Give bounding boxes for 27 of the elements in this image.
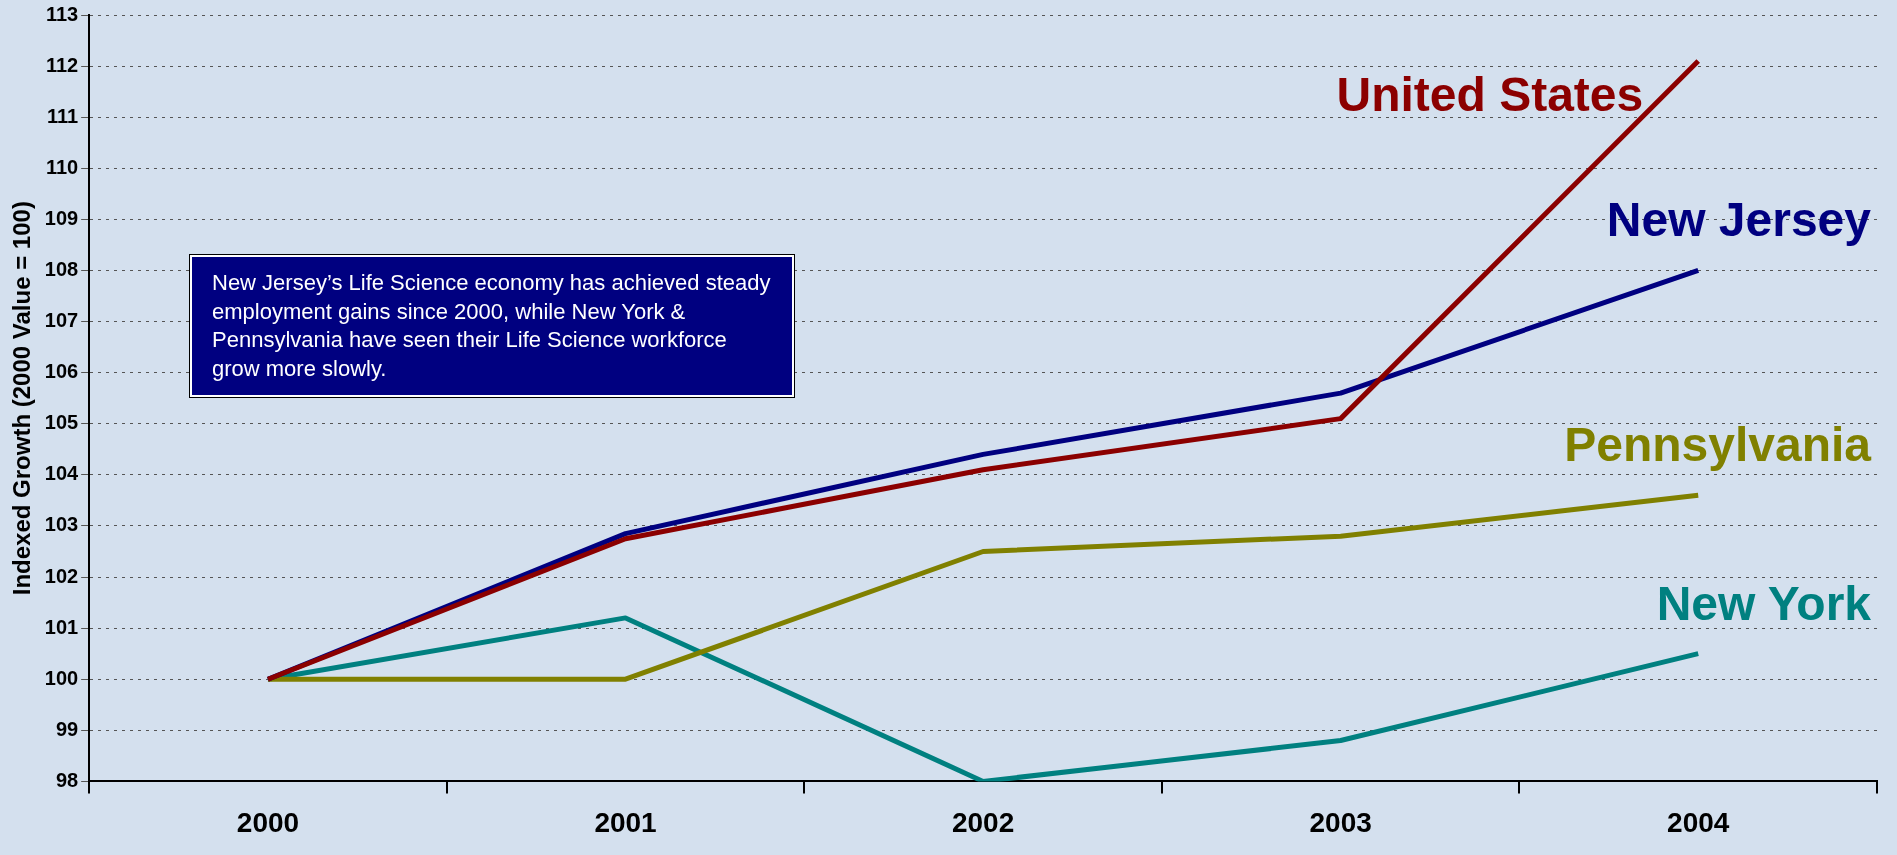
y-tick-label: 104	[44, 462, 80, 485]
series-label: Pennsylvania	[1564, 418, 1872, 472]
y-tick-label: 99	[55, 717, 79, 740]
series-label: New York	[1656, 576, 1872, 630]
y-tick-label: 107	[44, 309, 79, 332]
x-tick-label: 2004	[1667, 806, 1730, 838]
y-tick-label: 105	[44, 411, 79, 434]
x-tick-label: 2002	[951, 806, 1015, 838]
y-tick-label: 109	[44, 206, 79, 229]
y-tick-label: 111	[47, 104, 79, 127]
y-axis-title: Indexed Growth (2000 Value = 100)	[8, 201, 36, 596]
y-tick-label: 102	[44, 564, 79, 587]
y-tick-label: 100	[44, 666, 79, 689]
x-tick-label: 2001	[594, 806, 657, 838]
series-label: United States	[1336, 67, 1644, 121]
y-tick-label: 112	[45, 53, 79, 76]
annotation: New Jersey’s Life Science economy has achieved steady employment gains since 2000, while New York & Pennsylvania have seen their Life Science workforce grow more slowly.	[190, 255, 794, 398]
x-tick-label: 2000	[236, 806, 300, 838]
x-tick-label: 2003	[1309, 806, 1372, 838]
y-tick-label: 106	[44, 360, 79, 383]
y-tick-label: 113	[45, 2, 79, 25]
y-tick-label: 101	[44, 615, 79, 638]
y-tick-label: 103	[44, 513, 79, 536]
y-tick-label: 108	[44, 257, 79, 280]
y-tick-label: 98	[55, 768, 79, 791]
y-tick-label: 110	[45, 155, 79, 178]
series-label: New Jersey	[1606, 193, 1872, 247]
